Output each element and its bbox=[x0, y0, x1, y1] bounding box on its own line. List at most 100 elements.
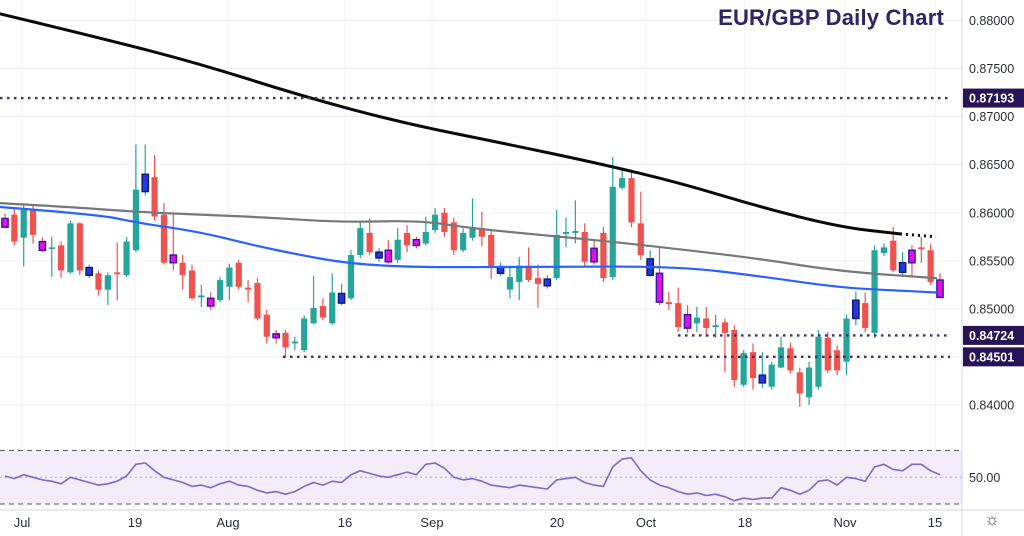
candlestick bbox=[123, 241, 130, 276]
candlestick bbox=[347, 255, 355, 299]
candlestick bbox=[534, 278, 542, 284]
candlestick bbox=[375, 251, 383, 259]
candlestick bbox=[188, 270, 196, 299]
candlestick bbox=[562, 231, 570, 234]
time-axis-label: Sep bbox=[420, 515, 443, 530]
candlestick bbox=[132, 189, 139, 251]
candlestick bbox=[67, 223, 74, 273]
candlestick bbox=[721, 322, 729, 333]
candlestick bbox=[460, 232, 467, 251]
rsi-axis-label: 50.00 bbox=[969, 471, 1000, 485]
price-level-badge bbox=[963, 88, 1024, 108]
candlestick bbox=[160, 214, 168, 263]
price-axis-label: 0.87500 bbox=[969, 62, 1014, 76]
time-axis-label: Oct bbox=[636, 515, 657, 530]
candlestick bbox=[245, 287, 252, 290]
candlestick bbox=[731, 330, 738, 381]
candlestick bbox=[628, 178, 635, 223]
candlestick bbox=[824, 337, 831, 371]
candlestick bbox=[880, 247, 887, 254]
candlestick bbox=[862, 303, 869, 329]
price-level-badge bbox=[963, 325, 1024, 345]
candlestick bbox=[450, 222, 457, 251]
candlestick bbox=[469, 227, 476, 238]
price-axis-label: 0.84000 bbox=[969, 399, 1014, 413]
candlestick bbox=[366, 232, 373, 253]
price-level-badge-label: 0.84724 bbox=[969, 329, 1014, 343]
candlestick bbox=[85, 266, 94, 276]
candlestick bbox=[488, 234, 495, 268]
candlestick bbox=[29, 209, 37, 235]
candlestick bbox=[319, 305, 326, 318]
candlestick bbox=[740, 353, 747, 385]
candlestick bbox=[768, 364, 775, 387]
candlestick bbox=[806, 367, 813, 398]
candlestick bbox=[179, 262, 186, 276]
price-level-badge bbox=[963, 347, 1024, 367]
candlestick bbox=[600, 232, 607, 279]
time-axis-label: 20 bbox=[550, 515, 564, 530]
candlestick bbox=[169, 254, 178, 264]
candlestick bbox=[693, 317, 700, 324]
candlestick bbox=[936, 279, 944, 299]
candlestick bbox=[815, 336, 822, 387]
price-level-badge-label: 0.84501 bbox=[969, 350, 1014, 364]
candlestick bbox=[852, 299, 860, 320]
candlestick bbox=[655, 272, 664, 303]
candlestick bbox=[525, 265, 532, 281]
time-axis-label: 16 bbox=[338, 515, 352, 530]
price-axis-label: 0.88000 bbox=[969, 14, 1014, 28]
sma-short-blue bbox=[0, 205, 938, 294]
candlestick bbox=[263, 314, 270, 337]
candlestick bbox=[310, 307, 317, 324]
candlestick bbox=[226, 267, 233, 287]
candlestick bbox=[834, 350, 841, 371]
candlestick bbox=[403, 232, 411, 246]
candlestick bbox=[619, 178, 626, 188]
price-axis-label: 0.87000 bbox=[969, 110, 1014, 124]
candlestick bbox=[758, 374, 767, 384]
chart-title: EUR/GBP Daily Chart bbox=[718, 5, 944, 30]
candlestick bbox=[516, 265, 523, 282]
candlestick bbox=[301, 318, 308, 351]
candlestick bbox=[609, 186, 616, 278]
candlestick bbox=[48, 247, 55, 249]
price-level-badge-label: 0.87193 bbox=[969, 92, 1014, 106]
candlestick bbox=[553, 234, 560, 279]
candlestick bbox=[216, 280, 224, 301]
candlestick bbox=[76, 223, 83, 271]
candlestick bbox=[749, 352, 757, 379]
candlestick bbox=[11, 214, 18, 242]
settings-icon[interactable]: ☼ bbox=[984, 510, 1000, 529]
time-axis-label: 19 bbox=[128, 515, 142, 530]
candlestick bbox=[441, 212, 448, 232]
candlestick bbox=[104, 275, 111, 290]
candlestick bbox=[703, 318, 710, 329]
sma-long-black bbox=[0, 12, 902, 236]
price-axis-label: 0.86500 bbox=[969, 158, 1014, 172]
candlestick bbox=[796, 372, 803, 394]
candlestick bbox=[151, 177, 158, 217]
candlestick bbox=[95, 273, 102, 290]
sma-mid-gray bbox=[0, 202, 938, 280]
candlestick bbox=[683, 313, 692, 329]
candlestick bbox=[927, 250, 934, 282]
time-axis-label: Aug bbox=[216, 515, 239, 530]
candlestick bbox=[412, 238, 421, 247]
candlestick bbox=[675, 303, 682, 328]
candlestick bbox=[1, 217, 9, 228]
candlestick bbox=[908, 249, 916, 264]
candlestick bbox=[114, 272, 121, 275]
time-axis-label: 15 bbox=[928, 515, 942, 530]
candlestick bbox=[291, 341, 298, 344]
price-axis-label: 0.85000 bbox=[969, 302, 1014, 316]
candlestick bbox=[337, 292, 346, 304]
time-axis-label: Jul bbox=[14, 515, 31, 530]
candlestick bbox=[506, 277, 513, 290]
candlestick bbox=[235, 262, 242, 287]
candlestick bbox=[357, 228, 364, 256]
candlestick bbox=[20, 209, 27, 238]
candlestick bbox=[38, 240, 47, 251]
candlestick bbox=[843, 318, 850, 362]
